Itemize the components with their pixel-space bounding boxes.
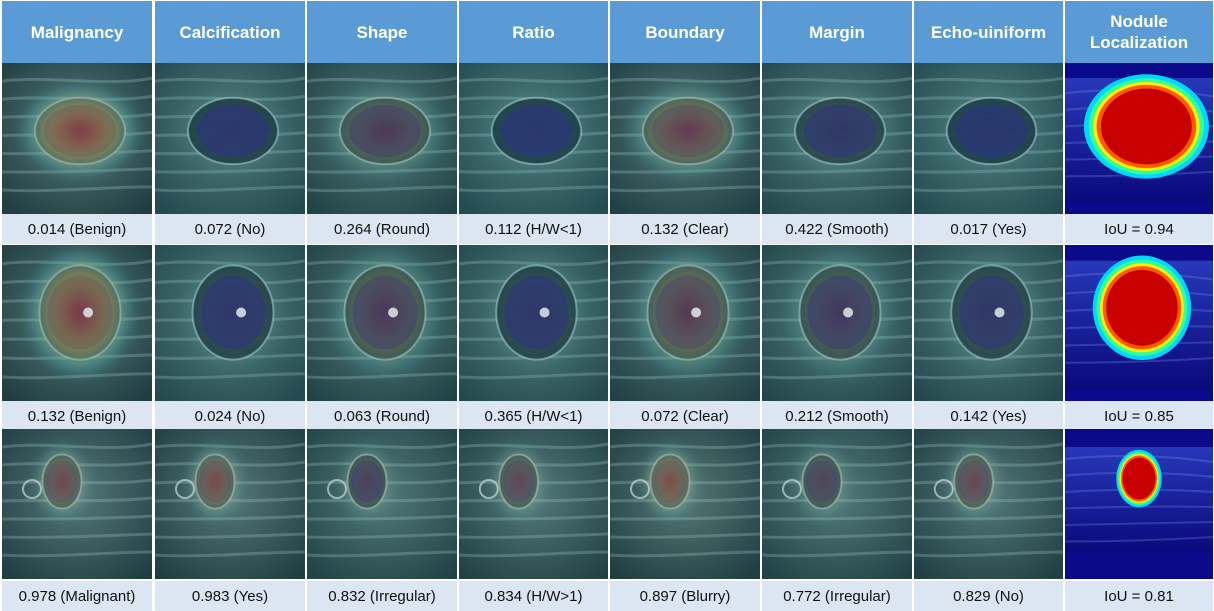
caption-row2-col5: 0.072 (Clear) (610, 401, 760, 431)
heatmap-row3-col7 (914, 429, 1063, 579)
heatmap-row3-col1 (2, 429, 152, 579)
column-header-calcification: Calcification (155, 1, 305, 63)
caption-row1-col4: 0.112 (H/W<1) (459, 214, 608, 244)
localization-layer (1100, 88, 1192, 165)
caption-row1-col2: 0.072 (No) (155, 214, 305, 244)
heatmap-row1-col2 (155, 63, 305, 214)
caption-row2-col8: IoU = 0.85 (1065, 401, 1213, 431)
heatmap-row1-col4 (459, 63, 608, 214)
heatmap-row3-col3 (307, 429, 457, 579)
caption-row1-col6: 0.422 (Smooth) (762, 214, 912, 244)
column-header-shape: Shape (307, 1, 457, 63)
caption-row2-col2: 0.024 (No) (155, 401, 305, 431)
caption-row3-col5: 0.897 (Blurry) (610, 581, 760, 611)
localization-layer (1122, 457, 1156, 500)
heatmap-row1-col7 (914, 63, 1063, 214)
caption-row1-col3: 0.264 (Round) (307, 214, 457, 244)
heatmap-row2-col3 (307, 245, 457, 402)
caption-row2-col4: 0.365 (H/W<1) (459, 401, 608, 431)
heatmap-row3-col6 (762, 429, 912, 579)
caption-row1-col8: IoU = 0.94 (1065, 214, 1213, 244)
caption-row1-col7: 0.017 (Yes) (914, 214, 1063, 244)
localization-map-row1 (1065, 63, 1213, 214)
heatmap-row1-col5 (610, 63, 760, 214)
column-header-nodule-localization: Nodule Localization (1065, 1, 1213, 63)
caption-row2-col6: 0.212 (Smooth) (762, 401, 912, 431)
heatmap-row2-col6 (762, 245, 912, 402)
heatmap-row2-col1 (2, 245, 152, 402)
caption-row3-col1: 0.978 (Malignant) (2, 581, 152, 611)
caption-row2-col3: 0.063 (Round) (307, 401, 457, 431)
caption-row1-col5: 0.132 (Clear) (610, 214, 760, 244)
heatmap-row2-col7 (914, 245, 1063, 402)
caption-row1-col1: 0.014 (Benign) (2, 214, 152, 244)
heatmap-row1-col6 (762, 63, 912, 214)
heatmap-row1-col3 (307, 63, 457, 214)
heatmap-row2-col5 (610, 245, 760, 402)
localization-map-row2 (1065, 245, 1213, 402)
heatmap-row2-col4 (459, 245, 608, 402)
caption-row3-col6: 0.772 (Irregular) (762, 581, 912, 611)
localization-map-row3 (1065, 429, 1213, 579)
caption-row3-col8: IoU = 0.81 (1065, 581, 1213, 611)
caption-row3-col3: 0.832 (Irregular) (307, 581, 457, 611)
column-header-boundary: Boundary (610, 1, 760, 63)
caption-row3-col7: 0.829 (No) (914, 581, 1063, 611)
column-header-ratio: Ratio (459, 1, 608, 63)
caption-row2-col1: 0.132 (Benign) (2, 401, 152, 431)
column-header-margin: Margin (762, 1, 912, 63)
heatmap-row3-col4 (459, 429, 608, 579)
heatmap-row3-col2 (155, 429, 305, 579)
caption-row2-col7: 0.142 (Yes) (914, 401, 1063, 431)
localization-layer (1106, 269, 1178, 346)
column-header-malignancy: Malignancy (2, 1, 152, 63)
caption-row3-col4: 0.834 (H/W>1) (459, 581, 608, 611)
heatmap-row3-col5 (610, 429, 760, 579)
caption-row3-col2: 0.983 (Yes) (155, 581, 305, 611)
heatmap-row1-col1 (2, 63, 152, 214)
column-header-echo-uiniform: Echo-uiniform (914, 1, 1063, 63)
heatmap-row2-col2 (155, 245, 305, 402)
